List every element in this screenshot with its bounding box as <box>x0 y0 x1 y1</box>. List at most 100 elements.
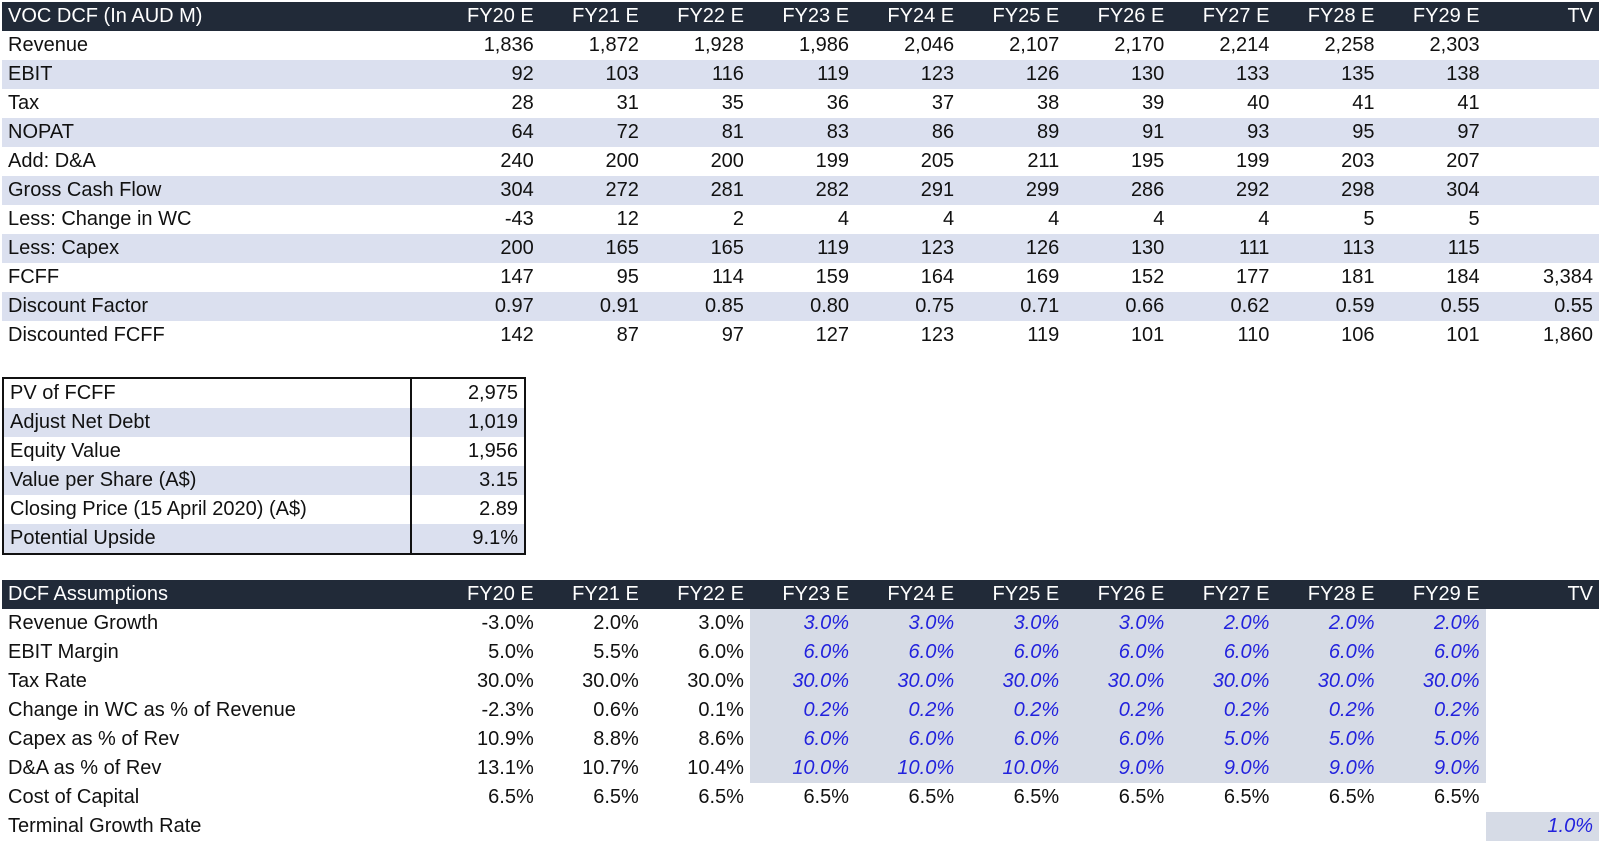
assumption-value-cell[interactable]: 6.0% <box>960 725 1066 754</box>
assumption-value-cell[interactable]: 0.2% <box>749 696 856 725</box>
assumption-value-cell[interactable]: 3.0% <box>1065 609 1171 638</box>
dcf-value-cell: 5 <box>1363 208 1375 230</box>
assumption-value-cell[interactable]: 6.0% <box>749 638 856 667</box>
dcf-value-cell: 127 <box>815 324 850 346</box>
dcf-value-cell: 135 <box>1275 60 1381 89</box>
assumption-value-cell[interactable]: 10.0% <box>749 754 856 783</box>
assumption-row-label: Tax Rate <box>8 670 87 692</box>
assumption-value-cell[interactable]: 3.0% <box>749 609 856 638</box>
assumption-column-header: FY26 E <box>1065 580 1171 609</box>
assumption-value-cell[interactable]: 6.0% <box>1065 725 1171 754</box>
assumption-value-cell: 6.0% <box>698 641 744 663</box>
assumption-value-cell[interactable]: 0.2% <box>1275 696 1381 725</box>
assumption-value-cell[interactable]: 0.2% <box>960 696 1066 725</box>
assumption-value-cell[interactable]: 5.0% <box>1170 725 1276 754</box>
assumption-value-cell[interactable]: 3.0% <box>960 609 1066 638</box>
assumption-value-cell: -2.3% <box>481 699 534 721</box>
assumption-value-cell <box>645 812 750 841</box>
assumption-value-cell: 6.5% <box>698 786 744 808</box>
dcf-value-cell: 181 <box>1341 266 1375 288</box>
dcf-table: VOC DCF (In AUD M) FY20 E FY21 E FY22 E FY23… <box>2 2 1599 350</box>
assumption-value-cell[interactable]: 10.0% <box>855 754 961 783</box>
dcf-value-cell: 38 <box>1036 92 1060 114</box>
dcf-value-cell: 31 <box>616 92 639 114</box>
dcf-row: EBIT 92 103 116 119 123 126 130 133 135 138 <box>2 60 1599 89</box>
dcf-value-cell: 177 <box>1236 266 1270 288</box>
assumption-row-label: Revenue Growth <box>8 612 159 634</box>
dcf-column-header: FY28 E <box>1275 2 1381 31</box>
assumption-row: Change in WC as % of Revenue -2.3% 0.6% 0.1… <box>2 696 1599 725</box>
assumption-value-cell[interactable]: 6.0% <box>1380 638 1486 667</box>
dcf-row-label: NOPAT <box>2 118 441 147</box>
assumption-column-header: FY25 E <box>960 580 1066 609</box>
assumption-value-cell[interactable]: 3.0% <box>855 609 961 638</box>
dcf-row: Gross Cash Flow 304 272 281 282 291 299 286 292 2… <box>2 176 1599 205</box>
assumption-value-cell[interactable]: 10.0% <box>960 754 1066 783</box>
dcf-row-label: EBIT <box>2 60 441 89</box>
assumption-value-cell[interactable]: 6.0% <box>749 725 856 754</box>
assumption-value-cell: 6.5% <box>1328 786 1375 808</box>
assumption-value-cell[interactable]: 30.0% <box>1275 667 1381 696</box>
assumption-value-cell[interactable]: 30.0% <box>855 667 961 696</box>
assumption-value-cell: 10.9% <box>477 728 534 750</box>
dcf-value-cell: 282 <box>749 176 856 205</box>
assumption-value-cell[interactable]: 2.0% <box>1170 609 1276 638</box>
dcf-value-cell <box>1485 176 1599 205</box>
assumption-row: Revenue Growth -3.0% 2.0% 3.0% 3.0% 3.0% 3.0% 3… <box>2 609 1599 638</box>
dcf-value-cell: 5 <box>1468 208 1480 230</box>
dcf-value-cell: 40 <box>1247 92 1270 114</box>
dcf-value-cell: 41 <box>1352 92 1375 114</box>
assumption-value-cell[interactable]: 6.0% <box>1065 638 1171 667</box>
assumption-value-cell[interactable]: 1.0% <box>1485 812 1599 841</box>
summary-value: 2.89 <box>479 498 518 520</box>
dcf-row-label: Discounted FCFF <box>8 324 165 346</box>
dcf-value-cell: 159 <box>815 266 850 288</box>
assumption-value-cell <box>1486 754 1599 783</box>
dcf-value-cell: 39 <box>1142 92 1165 114</box>
assumption-value-cell[interactable]: 9.0% <box>1380 754 1486 783</box>
assumption-value-cell[interactable]: 30.0% <box>1380 667 1486 696</box>
dcf-row: Less: Capex 200 165 165 119 123 126 130 111 113 11… <box>2 234 1599 263</box>
assumption-value-cell[interactable]: 6.0% <box>855 638 961 667</box>
assumption-column-header: TV <box>1485 580 1599 609</box>
dcf-value-cell: 281 <box>644 176 750 205</box>
dcf-value-cell: 115 <box>1380 234 1486 263</box>
assumption-value-cell[interactable]: 9.0% <box>1170 754 1276 783</box>
assumption-value-cell[interactable]: 30.0% <box>1065 667 1171 696</box>
dcf-column-header: FY20 E <box>440 2 540 31</box>
dcf-value-cell: 64 <box>440 118 540 147</box>
assumption-value-cell[interactable]: 5.0% <box>1380 725 1486 754</box>
assumption-row: D&A as % of Rev 13.1% 10.7% 10.4% 10.0% 10.0%… <box>2 754 1599 783</box>
dcf-value-cell <box>1486 31 1599 60</box>
assumption-value-cell[interactable]: 0.2% <box>1065 696 1171 725</box>
dcf-value-cell: 72 <box>539 118 645 147</box>
assumption-row-label: Change in WC as % of Revenue <box>8 699 296 721</box>
assumption-value-cell[interactable]: 0.2% <box>1380 696 1486 725</box>
assumption-value-cell[interactable]: 30.0% <box>1170 667 1276 696</box>
summary-label: Equity Value <box>3 437 412 466</box>
assumption-value-cell[interactable]: 6.0% <box>855 725 961 754</box>
dcf-value-cell: 164 <box>920 266 955 288</box>
dcf-row: NOPAT 64 72 81 83 86 89 91 93 95 97 <box>2 118 1599 147</box>
assumption-value-cell[interactable]: 30.0% <box>749 667 856 696</box>
dcf-value-cell: 126 <box>960 60 1066 89</box>
assumption-value-cell[interactable]: 6.0% <box>1170 638 1276 667</box>
assumption-value-cell[interactable]: 2.0% <box>1275 609 1381 638</box>
dcf-value-cell: 0.71 <box>960 292 1066 321</box>
assumption-value-cell[interactable]: 0.2% <box>855 696 961 725</box>
assumption-value-cell[interactable]: 9.0% <box>1065 754 1171 783</box>
assumption-value-cell[interactable]: 5.0% <box>1275 725 1381 754</box>
dcf-value-cell: 4 <box>837 208 850 230</box>
dcf-column-header: FY23 E <box>749 2 856 31</box>
summary-label: PV of FCFF <box>3 378 412 408</box>
dcf-value-cell: 28 <box>511 92 534 114</box>
assumption-value-cell[interactable]: 6.0% <box>960 638 1066 667</box>
assumption-value-cell[interactable]: 2.0% <box>1380 609 1486 638</box>
dcf-value-cell: 123 <box>920 324 955 346</box>
assumption-value-cell[interactable]: 0.2% <box>1170 696 1276 725</box>
assumption-value-cell[interactable]: 6.0% <box>1275 638 1381 667</box>
assumption-value-cell[interactable]: 9.0% <box>1275 754 1381 783</box>
dcf-value-cell: 1,860 <box>1542 324 1593 346</box>
assumption-value-cell[interactable]: 30.0% <box>960 667 1066 696</box>
dcf-value-cell: 2,258 <box>1324 34 1375 56</box>
